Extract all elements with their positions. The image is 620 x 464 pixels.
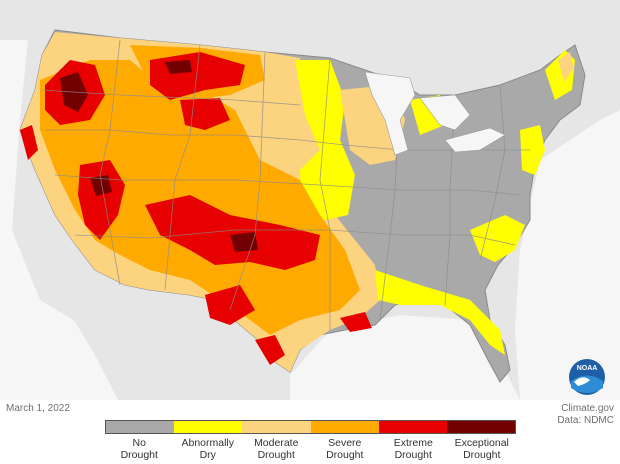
legend-swatch bbox=[310, 421, 379, 433]
legend-swatch bbox=[378, 421, 447, 433]
legend-bar bbox=[105, 420, 516, 434]
legend-swatch bbox=[446, 421, 516, 433]
zone-exceptional-nevada bbox=[90, 175, 112, 196]
zone-dry-carolinas bbox=[470, 215, 525, 262]
zone-dry-plains bbox=[295, 60, 355, 220]
legend-label: Moderate Drought bbox=[254, 437, 299, 461]
legend-label: Exceptional Drought bbox=[454, 437, 509, 461]
zone-extreme-nevada bbox=[78, 160, 125, 240]
zone-moderate-maine bbox=[558, 52, 574, 82]
noaa-logo: NOAA bbox=[569, 359, 605, 395]
zone-extreme-southern-plains bbox=[145, 195, 320, 270]
data-source: Data: NDMC bbox=[557, 415, 614, 426]
zone-extreme-texas-coast bbox=[255, 335, 285, 365]
state-borders bbox=[41, 39, 530, 330]
zone-extreme-california bbox=[20, 125, 38, 160]
legend-swatch bbox=[242, 421, 311, 433]
legend-label: Extreme Drought bbox=[393, 437, 433, 461]
legend-label: No Drought bbox=[120, 437, 158, 461]
source-site: Climate.gov bbox=[561, 403, 614, 414]
ocean bbox=[0, 40, 120, 400]
zone-extreme-wyoming bbox=[180, 98, 230, 130]
noaa-logo-text: NOAA bbox=[577, 365, 598, 372]
drought-map bbox=[0, 0, 620, 400]
legend-labels: No Drought Abnormally Dry Moderate Drought… bbox=[105, 437, 516, 461]
legend-swatch bbox=[106, 421, 175, 433]
zone-exceptional-plains bbox=[230, 232, 258, 252]
legend-label: Abnormally Dry bbox=[181, 437, 235, 461]
zone-extreme-louisiana bbox=[340, 312, 372, 332]
atlantic-water bbox=[515, 110, 620, 400]
legend-swatch bbox=[174, 421, 243, 433]
legend-label: Severe Drought bbox=[326, 437, 364, 461]
zone-extreme-texas bbox=[205, 285, 255, 325]
zone-dry-southeast bbox=[375, 270, 505, 355]
baja bbox=[62, 295, 135, 400]
zone-exceptional-montana bbox=[165, 60, 192, 74]
zone-dry-northeast bbox=[520, 125, 545, 175]
great-lakes bbox=[364, 71, 506, 156]
gulf-water bbox=[290, 315, 520, 400]
map-date: March 1, 2022 bbox=[6, 403, 70, 414]
